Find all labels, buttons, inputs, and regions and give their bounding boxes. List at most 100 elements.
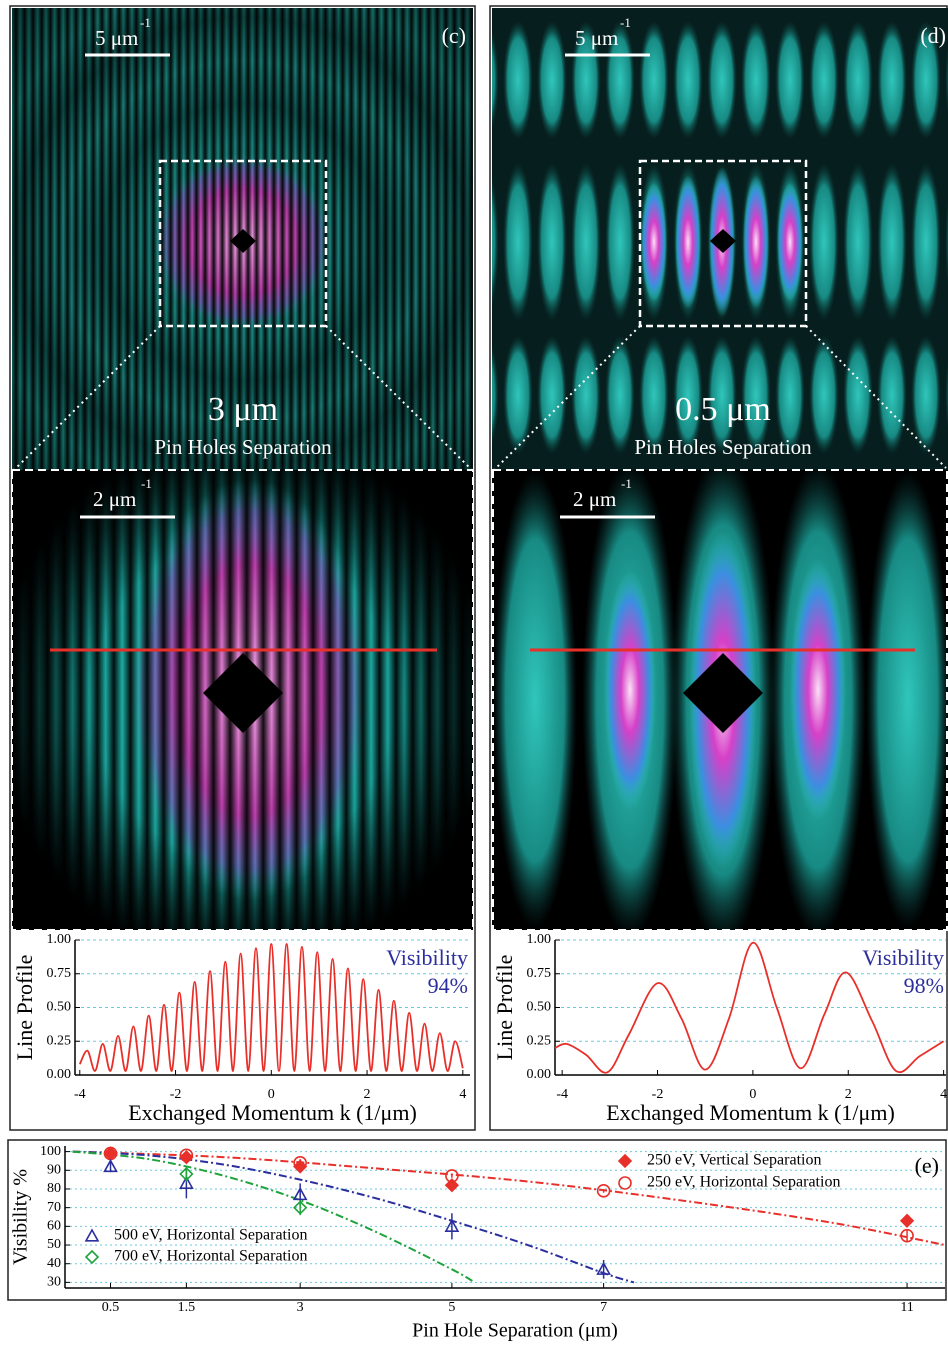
- y-tick-label: 1.00: [527, 932, 552, 947]
- fringe-core: [675, 175, 701, 309]
- caption: Pin Holes Separation: [154, 435, 332, 459]
- x-axis-label: Exchanged Momentum k (1/μm): [128, 1100, 417, 1125]
- separation-label: 3 μm: [208, 391, 278, 428]
- fringe: [809, 162, 839, 322]
- scale-label: 2 μm: [93, 487, 136, 511]
- fringe-core: [790, 560, 846, 820]
- fringe: [503, 162, 533, 322]
- fringe-core: [743, 175, 769, 309]
- fringe: [493, 470, 577, 930]
- y-tick-label: 0.50: [527, 1000, 552, 1015]
- y-axis-label: Visibility %: [10, 1169, 32, 1265]
- fringe: [877, 20, 907, 140]
- y-tick-label: 0.75: [527, 966, 552, 981]
- legend-marker: [86, 1251, 98, 1263]
- fringe: [469, 162, 499, 322]
- y-tick-label: 60: [47, 1219, 61, 1234]
- fringe: [843, 162, 873, 322]
- fringe: [877, 162, 907, 322]
- annotation: 98%: [904, 973, 944, 998]
- fringe: [809, 20, 839, 140]
- fringe: [775, 20, 805, 140]
- y-tick-label: 80: [47, 1181, 61, 1196]
- page: 5 μm -1 (c) 3 μm Pin Holes Separation 2 …: [0, 0, 948, 1347]
- fringe: [843, 335, 873, 455]
- x-tick-label: 0.5: [102, 1300, 120, 1315]
- panel-label: (c): [442, 23, 466, 48]
- fringe: [877, 335, 907, 455]
- fringe: [537, 20, 567, 140]
- legend-marker: [619, 1177, 631, 1189]
- x-tick-label: 11: [900, 1300, 913, 1315]
- y-tick-label: 0.00: [527, 1067, 552, 1082]
- y-tick-label: 100: [40, 1144, 61, 1159]
- image-c-zoom: [0, 430, 493, 970]
- scale-label: 5 μm: [95, 26, 138, 50]
- scale-exponent: -1: [141, 476, 152, 491]
- fringe: [911, 162, 941, 322]
- scale-label: 2 μm: [573, 487, 616, 511]
- x-tick-label: 3: [297, 1300, 304, 1315]
- y-tick-label: 40: [47, 1256, 61, 1271]
- caption: Pin Holes Separation: [634, 435, 812, 459]
- scale-exponent: -1: [140, 15, 151, 30]
- separation-label: 0.5 μm: [675, 391, 771, 428]
- x-tick-label: 5: [448, 1300, 455, 1315]
- fringe: [537, 335, 567, 455]
- y-tick-label: 0.25: [47, 1033, 72, 1048]
- y-tick-label: 90: [47, 1163, 61, 1178]
- fringe: [843, 20, 873, 140]
- y-tick-label: 50: [47, 1237, 61, 1252]
- y-axis-label: Line Profile: [12, 955, 37, 1061]
- panel-label: (e): [915, 1153, 939, 1178]
- figure: 5 μm -1 (c) 3 μm Pin Holes Separation 2 …: [0, 0, 948, 1347]
- annotation: Visibility: [386, 945, 468, 970]
- fringe: [639, 20, 669, 140]
- x-tick-label: -4: [74, 1087, 86, 1102]
- y-tick-label: 30: [47, 1275, 61, 1290]
- fringe: [911, 335, 941, 455]
- fringe: [866, 470, 948, 930]
- x-tick-label: 1.5: [178, 1300, 196, 1315]
- x-axis-label: Pin Hole Separation (μm): [412, 1320, 618, 1342]
- fringe: [809, 335, 839, 455]
- y-tick-label: 0.75: [47, 966, 72, 981]
- fringe-core: [641, 183, 667, 301]
- scale-exponent: -1: [621, 476, 632, 491]
- y-tick-label: 1.00: [47, 932, 72, 947]
- y-tick-label: 0.50: [47, 1000, 72, 1015]
- x-tick-label: 4: [940, 1087, 947, 1102]
- x-tick-label: 7: [600, 1300, 607, 1315]
- y-tick-label: 0.25: [527, 1033, 552, 1048]
- fringe: [605, 162, 635, 322]
- x-tick-label: 4: [459, 1087, 466, 1102]
- y-axis-label: Line Profile: [492, 955, 517, 1061]
- x-tick-label: -4: [556, 1087, 568, 1102]
- scale-label: 5 μm: [575, 26, 618, 50]
- scale-exponent: -1: [620, 15, 631, 30]
- fringe: [537, 162, 567, 322]
- data-point: [901, 1215, 913, 1227]
- annotation: 94%: [428, 973, 468, 998]
- fringe: [503, 20, 533, 140]
- fringe: [571, 162, 601, 322]
- image-d-zoom: [492, 450, 948, 950]
- legend-label: 700 eV, Horizontal Separation: [114, 1248, 307, 1265]
- fringe-core: [777, 183, 803, 301]
- fringe: [741, 20, 771, 140]
- legend-marker: [619, 1155, 631, 1167]
- fringe: [707, 20, 737, 140]
- legend-marker: [86, 1230, 98, 1241]
- annotation: Visibility: [862, 945, 944, 970]
- x-axis-label: Exchanged Momentum k (1/μm): [606, 1100, 895, 1125]
- fringe-core: [604, 570, 656, 810]
- fringe: [605, 335, 635, 455]
- fringe: [469, 335, 499, 455]
- fringe: [571, 335, 601, 455]
- y-tick-label: 0.00: [47, 1067, 72, 1082]
- panel-label: (d): [920, 23, 946, 48]
- legend-label: 500 eV, Horizontal Separation: [114, 1227, 307, 1244]
- legend-label: 250 eV, Horizontal Separation: [647, 1174, 840, 1191]
- legend-label: 250 eV, Vertical Separation: [647, 1152, 821, 1169]
- y-tick-label: 70: [47, 1200, 61, 1215]
